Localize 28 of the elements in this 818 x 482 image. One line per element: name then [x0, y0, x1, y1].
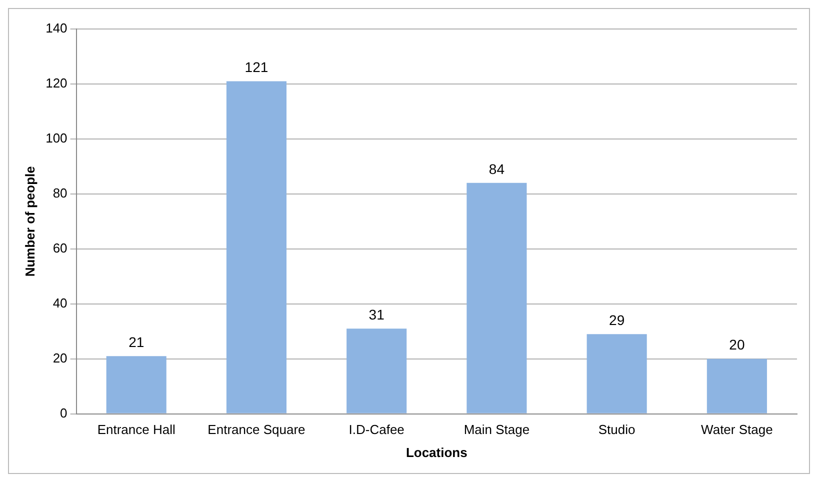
- x-tick-label: Water Stage: [701, 422, 773, 438]
- x-tick-label: Main Stage: [464, 422, 530, 438]
- bar: [346, 328, 407, 414]
- y-axis-title: Number of people: [22, 166, 38, 277]
- bar: [466, 182, 527, 414]
- data-label: 21: [128, 334, 144, 350]
- data-label: 84: [488, 160, 505, 177]
- bar: [106, 356, 166, 414]
- x-axis-title: Locations: [406, 444, 468, 460]
- x-tick-label: Studio: [598, 422, 636, 438]
- x-tick-label: Entrance Hall: [97, 422, 176, 438]
- bar: [226, 81, 286, 414]
- data-label: 29: [609, 312, 625, 328]
- y-tick-label: 140: [46, 20, 68, 36]
- y-tick-label: 20: [52, 350, 68, 366]
- y-tick-label: 40: [52, 295, 68, 310]
- bar: [586, 334, 647, 414]
- bar: [706, 358, 767, 414]
- data-label: 20: [729, 336, 745, 353]
- y-tick-label: 100: [46, 130, 68, 146]
- x-tick-label: Entrance Square: [208, 422, 306, 438]
- y-tick-label: 80: [52, 185, 68, 200]
- x-tick-label: I.D-Cafee: [348, 422, 404, 438]
- y-tick-label: 60: [52, 240, 68, 256]
- data-label: 31: [368, 306, 385, 322]
- y-tick-label: 0: [60, 405, 68, 420]
- y-tick-label: 120: [46, 76, 68, 91]
- data-label: 121: [244, 59, 268, 76]
